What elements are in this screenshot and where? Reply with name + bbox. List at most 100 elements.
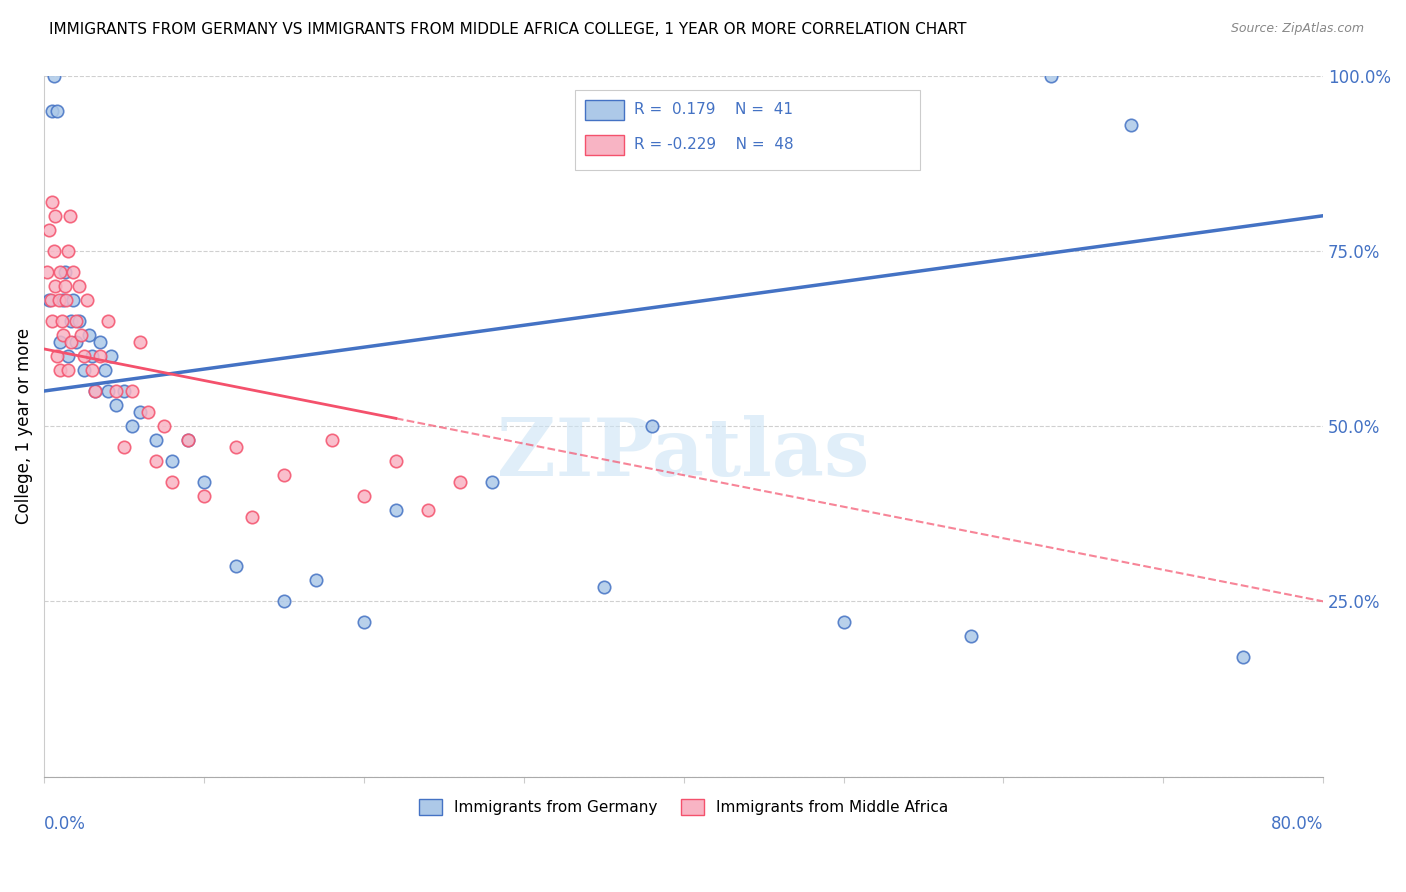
Point bbox=[160, 475, 183, 490]
Point bbox=[77, 327, 100, 342]
Point bbox=[67, 278, 90, 293]
Point bbox=[89, 349, 111, 363]
Point bbox=[49, 363, 72, 377]
Point bbox=[177, 433, 200, 447]
Point bbox=[145, 433, 167, 447]
Point bbox=[94, 363, 117, 377]
Point bbox=[193, 489, 215, 503]
Point bbox=[353, 489, 375, 503]
Point bbox=[449, 475, 471, 490]
Point bbox=[129, 405, 152, 419]
Point bbox=[153, 419, 176, 434]
Point bbox=[59, 209, 82, 223]
Point bbox=[129, 334, 152, 349]
Point bbox=[592, 580, 614, 594]
Text: Source: ZipAtlas.com: Source: ZipAtlas.com bbox=[1230, 22, 1364, 36]
Legend: Immigrants from Germany, Immigrants from Middle Africa: Immigrants from Germany, Immigrants from… bbox=[413, 793, 955, 822]
Point bbox=[56, 363, 79, 377]
Point bbox=[38, 293, 60, 307]
Point bbox=[45, 103, 67, 118]
Point bbox=[84, 384, 107, 398]
Point bbox=[44, 278, 66, 293]
Point bbox=[65, 314, 87, 328]
Text: 0.0%: 0.0% bbox=[44, 815, 86, 833]
Point bbox=[70, 327, 93, 342]
Point bbox=[225, 559, 247, 574]
Point bbox=[97, 384, 120, 398]
Point bbox=[80, 349, 103, 363]
Text: ZIPatlas: ZIPatlas bbox=[498, 415, 870, 493]
Point bbox=[62, 293, 84, 307]
Point bbox=[44, 209, 66, 223]
Point bbox=[89, 334, 111, 349]
Text: R = -0.229    N =  48: R = -0.229 N = 48 bbox=[634, 137, 793, 153]
Point bbox=[48, 293, 70, 307]
Point bbox=[60, 314, 83, 328]
Point bbox=[56, 244, 79, 258]
Point bbox=[305, 574, 328, 588]
Point bbox=[52, 293, 75, 307]
Point bbox=[273, 468, 295, 483]
Text: IMMIGRANTS FROM GERMANY VS IMMIGRANTS FROM MIDDLE AFRICA COLLEGE, 1 YEAR OR MORE: IMMIGRANTS FROM GERMANY VS IMMIGRANTS FR… bbox=[49, 22, 967, 37]
Y-axis label: College, 1 year or more: College, 1 year or more bbox=[15, 328, 32, 524]
Point bbox=[640, 419, 662, 434]
Point bbox=[65, 334, 87, 349]
FancyBboxPatch shape bbox=[575, 89, 921, 170]
Point bbox=[49, 265, 72, 279]
Point bbox=[56, 349, 79, 363]
Point bbox=[55, 293, 77, 307]
Text: R =  0.179    N =  41: R = 0.179 N = 41 bbox=[634, 103, 793, 118]
Point bbox=[177, 433, 200, 447]
Point bbox=[1040, 69, 1063, 83]
Point bbox=[49, 334, 72, 349]
Point bbox=[193, 475, 215, 490]
Point bbox=[51, 314, 73, 328]
Point bbox=[41, 194, 63, 209]
Point bbox=[38, 223, 60, 237]
Point bbox=[121, 419, 143, 434]
Point bbox=[105, 384, 128, 398]
Point bbox=[41, 314, 63, 328]
Point bbox=[37, 265, 59, 279]
Point bbox=[62, 265, 84, 279]
Point bbox=[105, 398, 128, 412]
Point bbox=[41, 103, 63, 118]
Point bbox=[53, 265, 76, 279]
Point bbox=[353, 615, 375, 630]
Point bbox=[67, 314, 90, 328]
Point bbox=[73, 349, 96, 363]
Point bbox=[1121, 118, 1143, 132]
Point bbox=[160, 454, 183, 468]
Point bbox=[321, 433, 343, 447]
Point bbox=[960, 629, 983, 643]
Point bbox=[42, 69, 65, 83]
Point bbox=[42, 244, 65, 258]
Text: 80.0%: 80.0% bbox=[1271, 815, 1323, 833]
Point bbox=[39, 293, 62, 307]
Point bbox=[52, 327, 75, 342]
Point bbox=[385, 503, 408, 517]
Point bbox=[76, 293, 98, 307]
Point bbox=[136, 405, 159, 419]
Point bbox=[60, 334, 83, 349]
FancyBboxPatch shape bbox=[585, 135, 623, 154]
Point bbox=[121, 384, 143, 398]
Point bbox=[112, 440, 135, 454]
Point bbox=[97, 314, 120, 328]
Point bbox=[240, 510, 263, 524]
Point bbox=[385, 454, 408, 468]
FancyBboxPatch shape bbox=[585, 100, 623, 120]
Point bbox=[73, 363, 96, 377]
Point bbox=[45, 349, 67, 363]
Point bbox=[100, 349, 122, 363]
Point bbox=[225, 440, 247, 454]
Point bbox=[80, 363, 103, 377]
Point bbox=[1232, 650, 1254, 665]
Point bbox=[53, 278, 76, 293]
Point bbox=[273, 594, 295, 608]
Point bbox=[145, 454, 167, 468]
Point bbox=[84, 384, 107, 398]
Point bbox=[481, 475, 503, 490]
Point bbox=[112, 384, 135, 398]
Point bbox=[832, 615, 855, 630]
